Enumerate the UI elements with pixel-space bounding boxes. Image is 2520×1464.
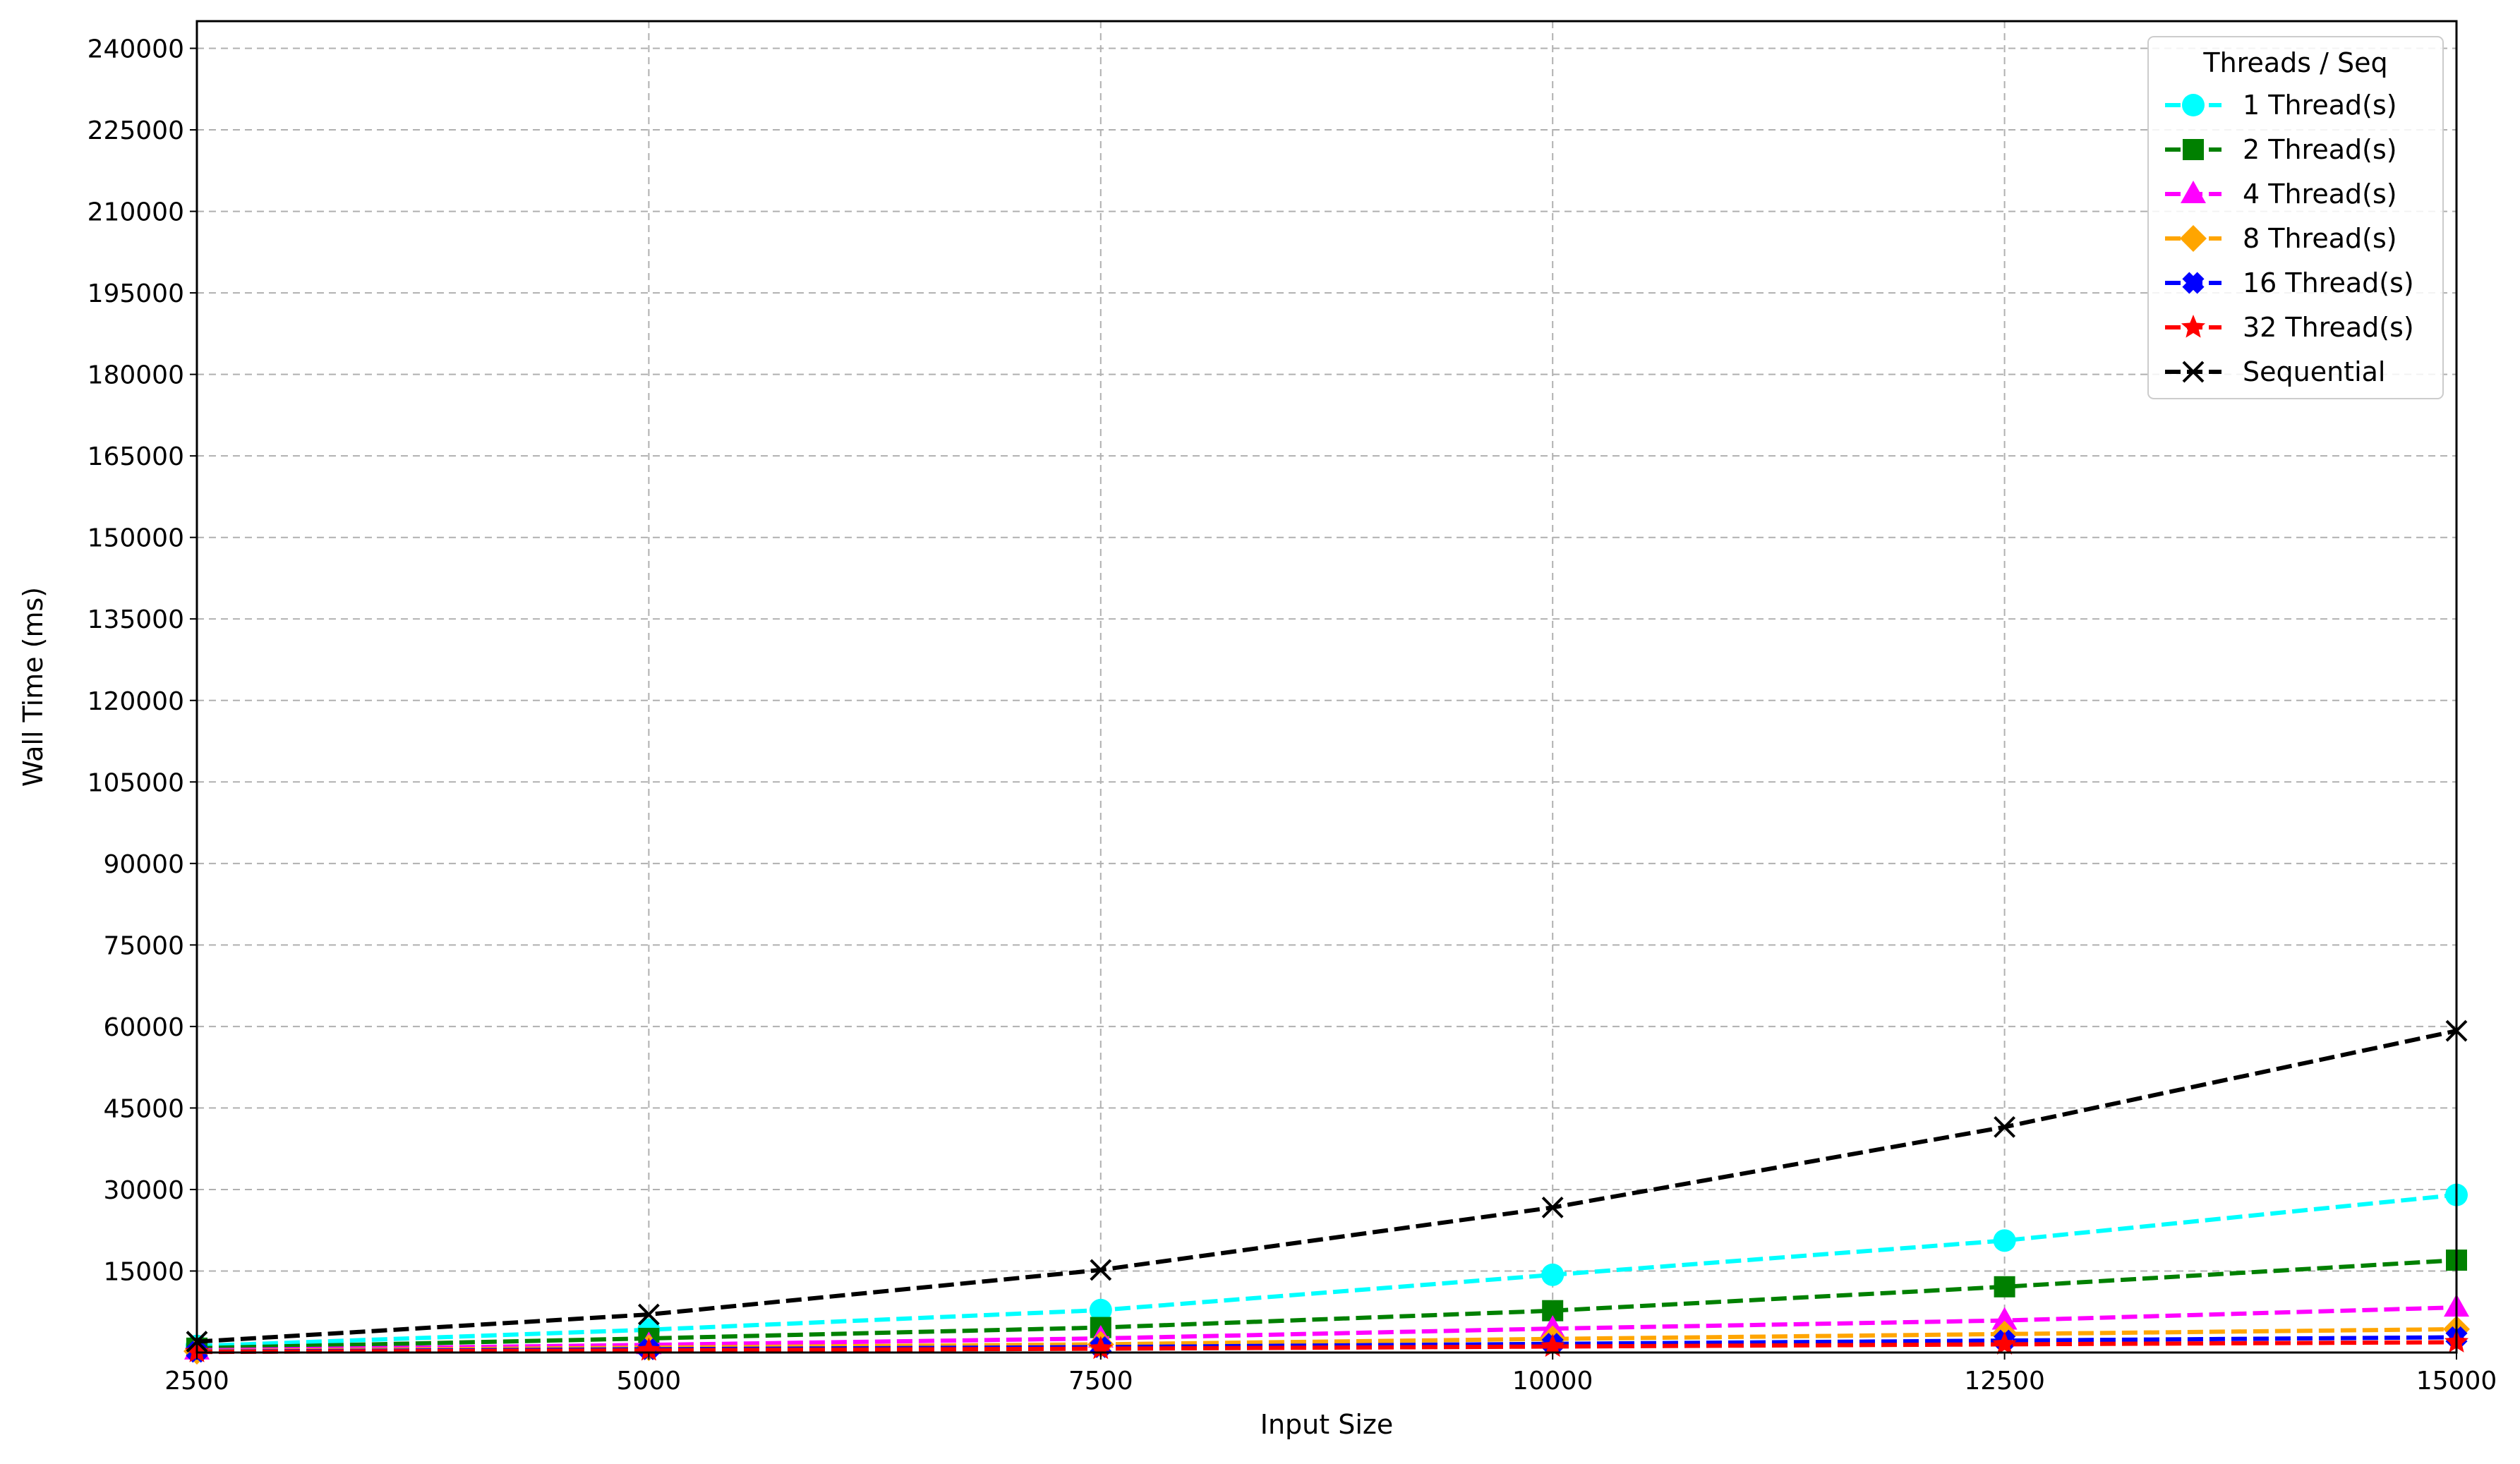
y-tick-label: 135000 (88, 605, 184, 634)
data-point (637, 1303, 660, 1326)
y-tick-label: 240000 (88, 35, 184, 64)
legend-marker (2181, 315, 2206, 338)
x-tick-label: 5000 (617, 1367, 682, 1396)
y-tick-label: 180000 (88, 361, 184, 390)
y-tick-label: 15000 (103, 1257, 184, 1286)
legend-label: 32 Thread(s) (2243, 312, 2414, 343)
legend-label: 1 Thread(s) (2243, 90, 2397, 121)
legend-item: 16 Thread(s) (2165, 267, 2414, 298)
legend-item: 1 Thread(s) (2165, 90, 2397, 121)
x-axis-label: Input Size (1260, 1409, 1393, 1440)
y-tick-label: 195000 (88, 279, 184, 308)
y-tick-label: 225000 (88, 116, 184, 145)
y-tick-label: 120000 (88, 687, 184, 716)
series-line (196, 1305, 2457, 1353)
series-line (196, 1258, 2457, 1350)
data-point (1994, 1115, 2016, 1138)
data-point (1090, 1259, 1112, 1281)
y-tick-label: 60000 (103, 1013, 184, 1042)
legend-marker (2180, 225, 2207, 252)
y-tick-label: 30000 (103, 1176, 184, 1205)
y-tick-label: 45000 (103, 1094, 184, 1123)
data-point (1994, 1276, 2015, 1297)
data-point (1541, 1263, 1565, 1286)
legend-label: Sequential (2243, 356, 2385, 387)
series-line (196, 1340, 2457, 1355)
legend-item: 4 Thread(s) (2165, 179, 2397, 210)
data-point (1089, 1298, 1112, 1321)
y-tick-label: 105000 (88, 768, 184, 797)
legend-item: Sequential (2165, 356, 2385, 387)
legend-label: 2 Thread(s) (2243, 134, 2397, 165)
data-point (1541, 1196, 1564, 1218)
legend-box (2147, 36, 2444, 399)
legend-item: 32 Thread(s) (2165, 312, 2414, 343)
x-tick-label: 15000 (2416, 1367, 2497, 1396)
series-line (196, 1192, 2457, 1348)
y-axis-label: Wall Time (ms) (18, 587, 49, 787)
y-tick-label: 75000 (103, 931, 184, 960)
legend-marker (2181, 181, 2206, 203)
legend-item: 8 Thread(s) (2165, 223, 2397, 254)
data-point (1541, 1333, 1565, 1357)
legend-label: 4 Thread(s) (2243, 179, 2397, 210)
legend-item: 2 Thread(s) (2165, 134, 2397, 165)
legend-marker (2182, 94, 2205, 116)
legend-title: Threads / Seq (2202, 47, 2387, 78)
y-tick-label: 90000 (103, 850, 184, 879)
y-tick-label: 210000 (88, 198, 184, 227)
legend-marker (2183, 139, 2204, 160)
legend: Threads / Seq 1 Thread(s) 2 Thread(s) 4 Thr… (2147, 36, 2444, 399)
data-point (1992, 1331, 2017, 1355)
x-tick-label: 10000 (1512, 1367, 1593, 1396)
legend-marker (2182, 272, 2205, 294)
x-tick-label: 7500 (1068, 1367, 1133, 1396)
x-tick-label: 12500 (1964, 1367, 2045, 1396)
legend-label: 8 Thread(s) (2243, 223, 2397, 254)
data-point (1991, 1307, 2018, 1330)
series-line (196, 1029, 2457, 1344)
legend-label: 16 Thread(s) (2243, 267, 2414, 298)
data-point (637, 1337, 661, 1361)
data-point (1993, 1229, 2016, 1252)
y-tick-label: 150000 (88, 524, 184, 553)
x-tick-label: 2500 (164, 1367, 229, 1396)
y-tick-label: 165000 (88, 442, 184, 471)
legend-marker (2182, 361, 2205, 383)
plot-area-frame (195, 20, 2458, 1354)
